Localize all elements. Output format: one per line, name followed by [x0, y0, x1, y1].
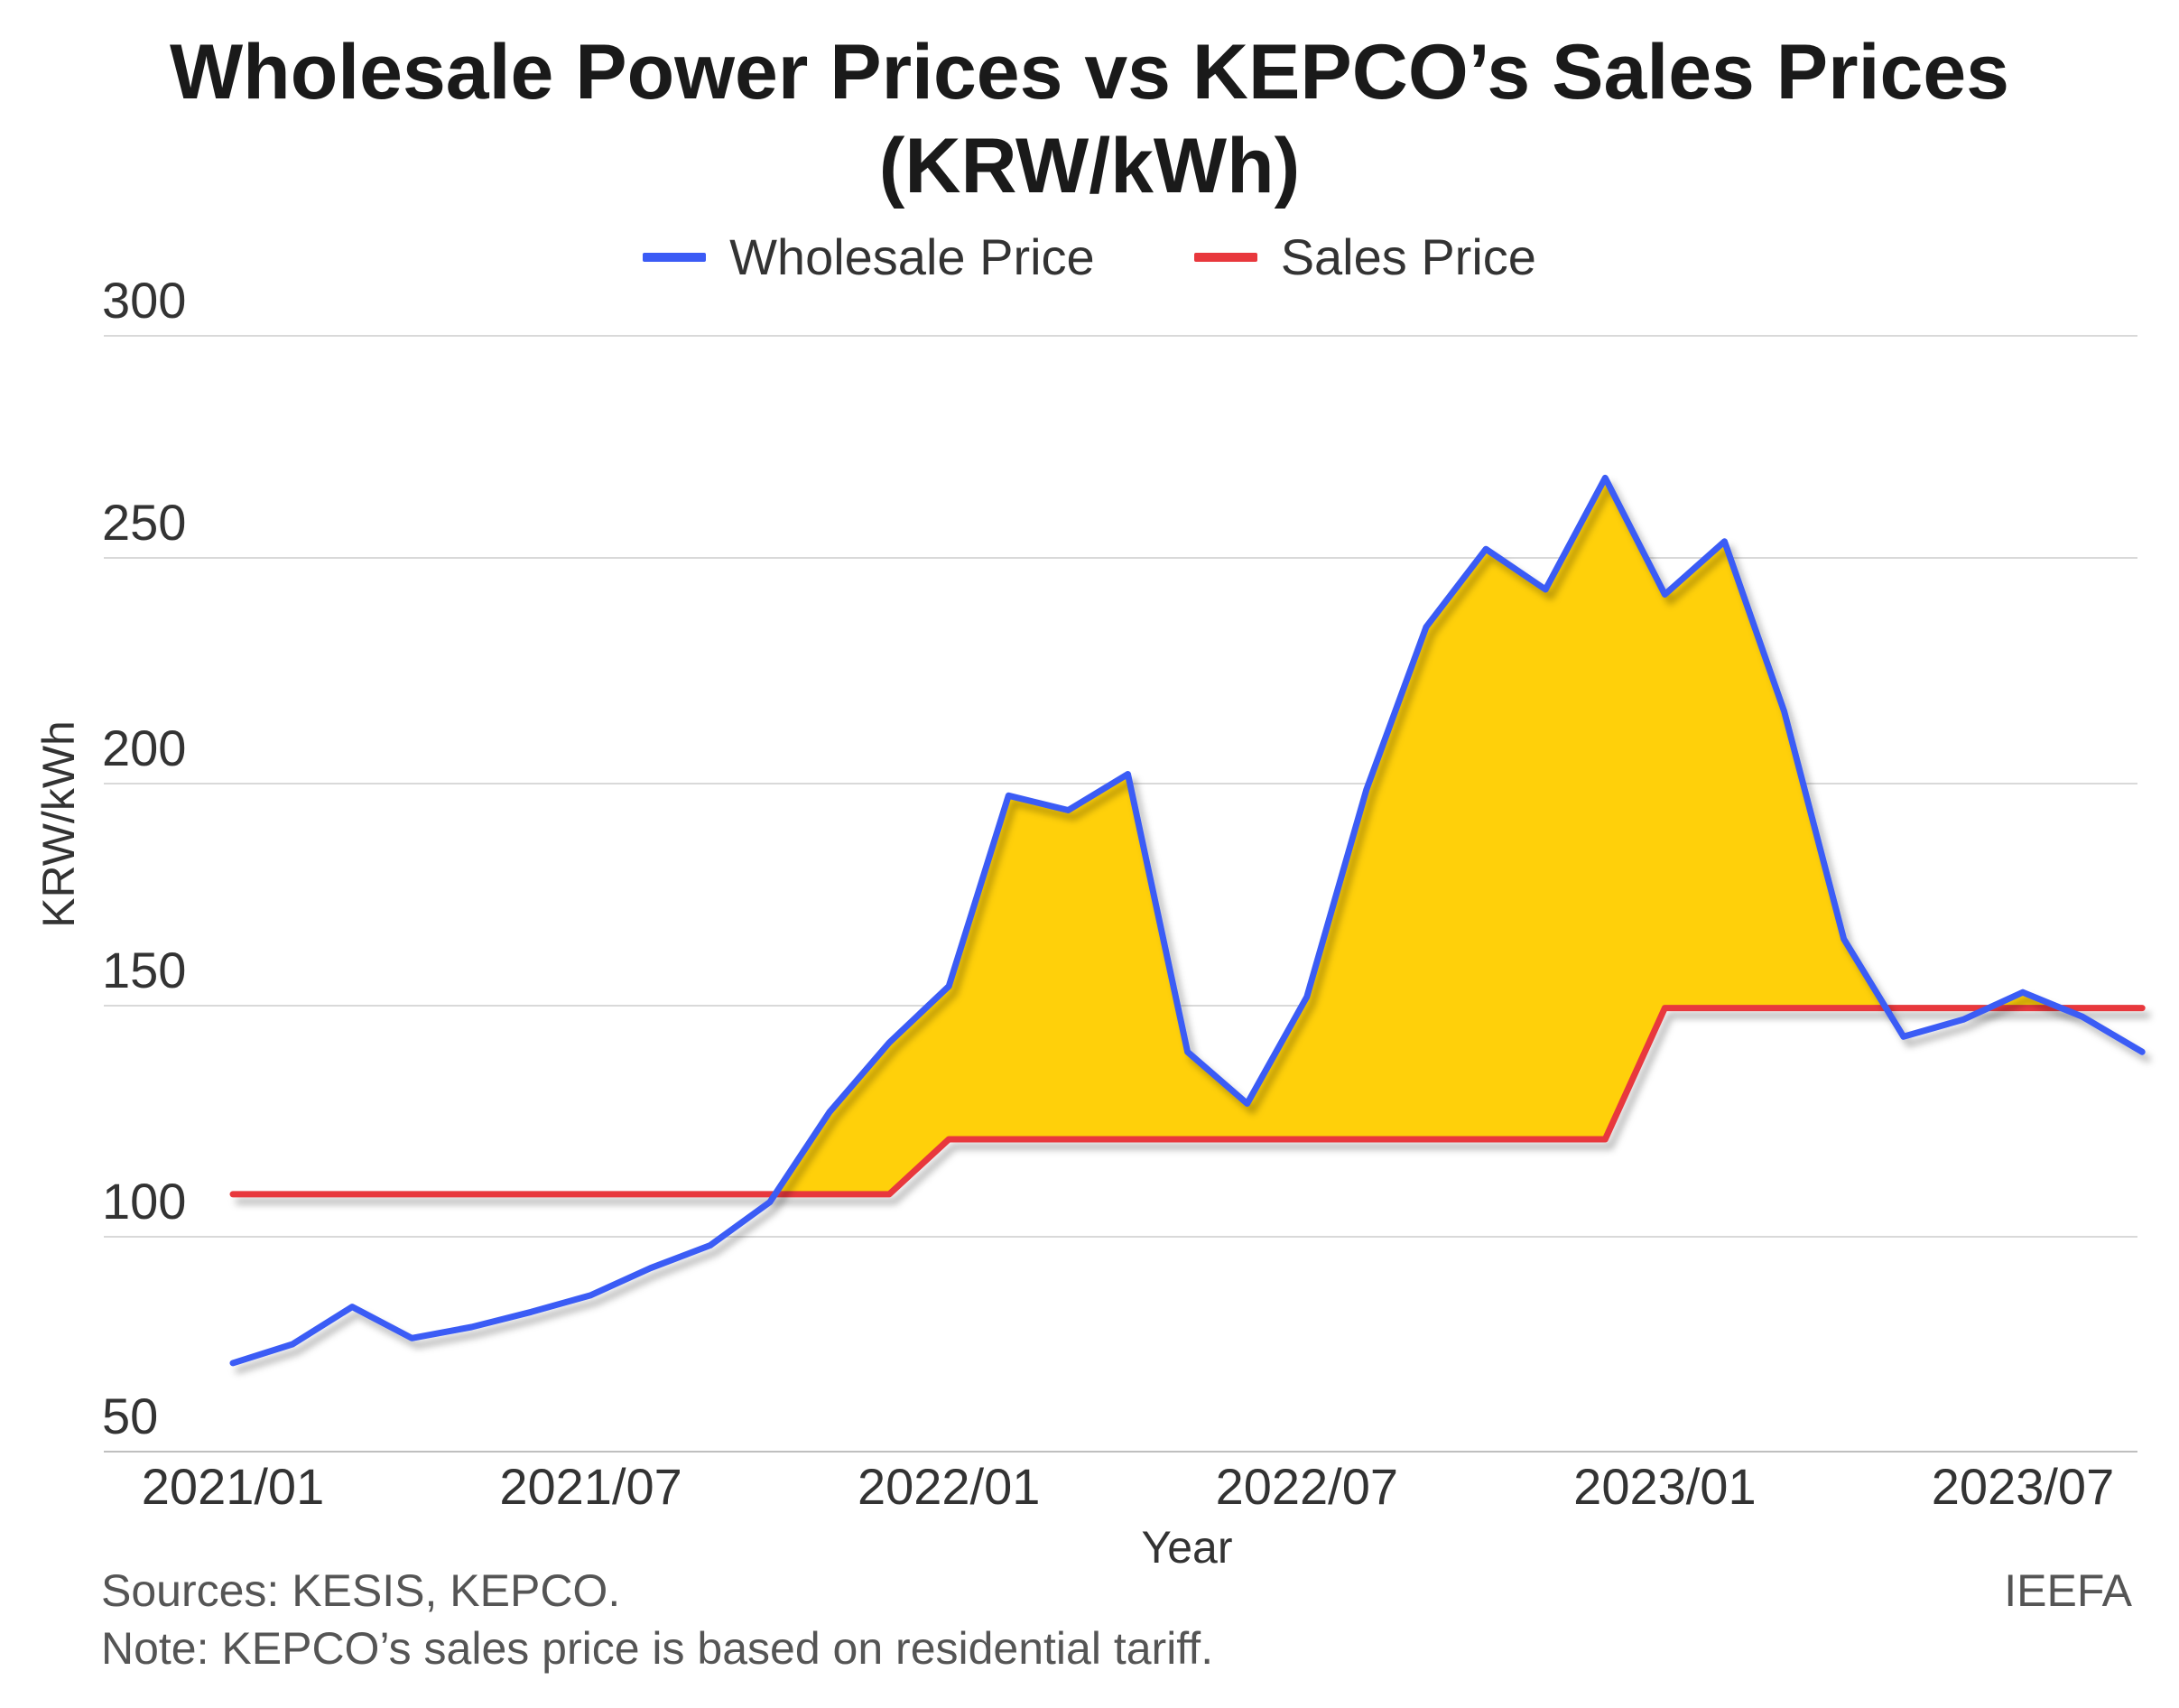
- y-tick-label-250: 250: [102, 494, 186, 551]
- x-tick-label-2023-01: 2023/01: [1573, 1458, 1756, 1515]
- brand-label: IEEFA: [2004, 1565, 2132, 1616]
- fill-between-area: [774, 478, 2062, 1194]
- tariff-note: Note: KEPCO’s sales price is based on re…: [101, 1623, 1214, 1674]
- legend: Wholesale Price Sales Price: [0, 227, 2179, 286]
- legend-item-sales[interactable]: Sales Price: [1193, 227, 1536, 286]
- series-line-sales: [229, 1005, 2146, 1198]
- chart-title-line-1: Wholesale Power Prices vs KEPCO’s Sales …: [170, 29, 2009, 116]
- chart-title-line-2: (KRW/kWh): [878, 123, 1301, 209]
- x-axis-title: Year: [1141, 1522, 1232, 1573]
- x-tick-label-2021-01: 2021/01: [142, 1458, 324, 1515]
- fill-region-0: [774, 478, 1887, 1194]
- y-tick-label-150: 150: [102, 942, 186, 998]
- y-axis-title: KRW/kWh: [33, 720, 84, 928]
- x-tick-label-2023-07: 2023/07: [1932, 1458, 2114, 1515]
- x-tick-label-2022-01: 2022/01: [858, 1458, 1040, 1515]
- x-tick-label-2021-07: 2021/07: [499, 1458, 682, 1515]
- y-tick-label-100: 100: [102, 1173, 186, 1230]
- legend-label-sales: Sales Price: [1280, 228, 1536, 285]
- x-tick-label-2022-07: 2022/07: [1216, 1458, 1398, 1515]
- x-axis-ticks: 2021/01 2021/07 2022/01 2022/07 2023/01 2023/…: [142, 1458, 2114, 1515]
- legend-label-wholesale: Wholesale Price: [729, 228, 1095, 285]
- y-tick-label-300: 300: [102, 272, 186, 329]
- legend-swatch-sales: [1193, 252, 1257, 262]
- sources-note: Sources: KESIS, KEPCO.: [101, 1565, 621, 1616]
- chart-title: Wholesale Power Prices vs KEPCO’s Sales …: [0, 25, 2179, 213]
- legend-swatch-wholesale: [643, 252, 707, 262]
- fill-region-1: [1988, 992, 2062, 1008]
- y-axis-ticks: 300 250 200 150 100 50: [102, 272, 186, 1444]
- y-tick-label-50: 50: [102, 1388, 158, 1444]
- series-lines: [229, 474, 2146, 1367]
- series-line-wholesale: [229, 474, 2146, 1367]
- legend-item-wholesale[interactable]: Wholesale Price: [643, 227, 1095, 286]
- y-tick-label-200: 200: [102, 719, 186, 776]
